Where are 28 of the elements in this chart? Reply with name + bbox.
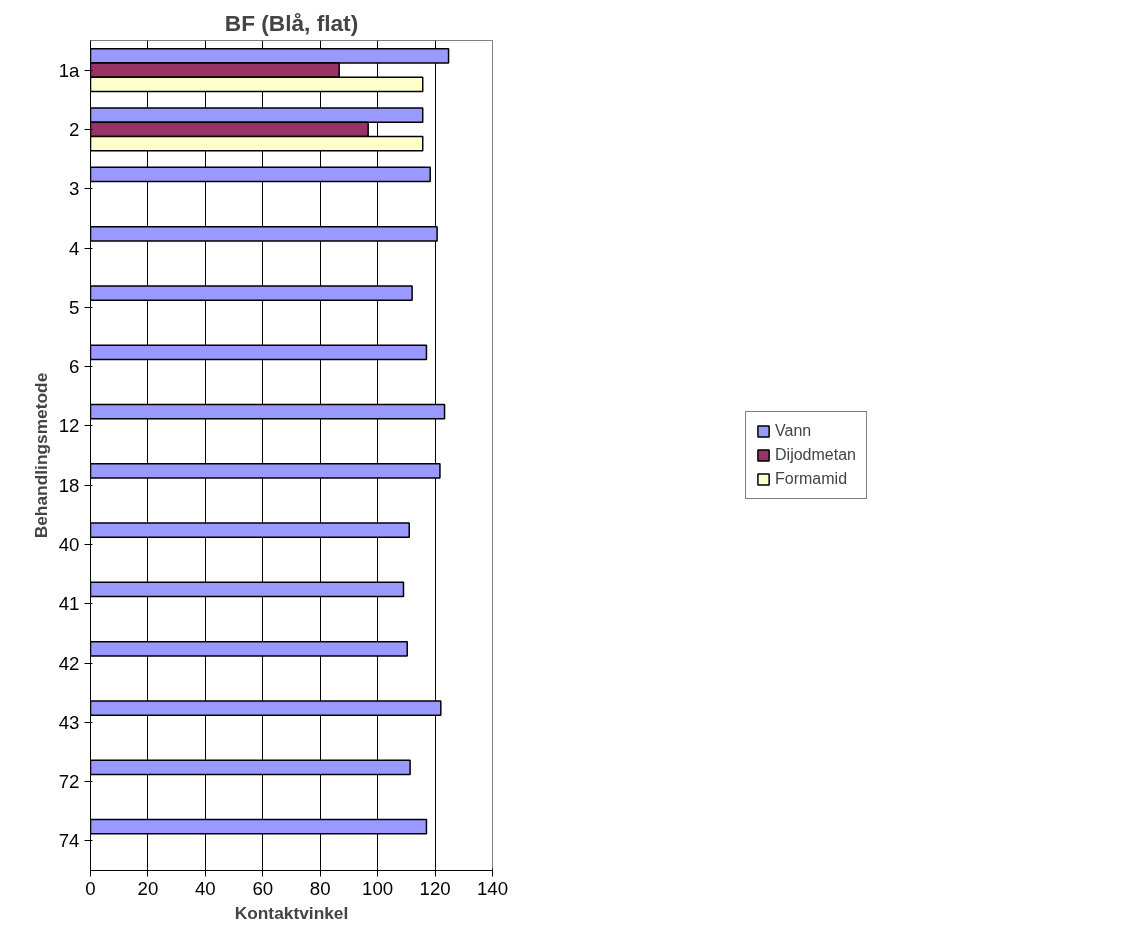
y-tick-label: 5: [69, 296, 80, 318]
y-tick-label: 4: [69, 237, 80, 259]
x-tick-label: 40: [194, 877, 216, 899]
y-tick-label: 42: [58, 652, 80, 674]
y-tick-label: 3: [69, 178, 80, 200]
y-tick-label: 72: [58, 771, 80, 793]
y-tick-label: 18: [58, 474, 80, 496]
y-tick-label: 74: [58, 830, 80, 852]
chart-title: BF (Blå, flat): [224, 9, 359, 36]
x-tick-label: 0: [85, 877, 96, 899]
y-axis-title: Behandlingsmetode: [30, 372, 51, 539]
x-tick-label: 120: [419, 877, 451, 899]
x-axis-title: Kontaktvinkel: [234, 902, 349, 923]
legend-label: Dijodmetan: [775, 446, 856, 464]
x-tick-label: 80: [309, 877, 331, 899]
y-tick-label: 12: [58, 415, 80, 437]
x-tick-label: 100: [362, 877, 394, 899]
legend-label: Vann: [775, 422, 812, 440]
y-tick-label: 43: [58, 711, 80, 733]
y-tick-label: 40: [58, 533, 80, 555]
y-tick-label: 1a: [58, 59, 81, 81]
x-tick-label: 20: [137, 877, 159, 899]
legend-label: Formamid: [775, 470, 848, 488]
x-tick-label: 140: [476, 877, 509, 899]
y-tick-label: 2: [69, 118, 80, 140]
x-tick-label: 60: [252, 877, 274, 899]
y-tick-label: 6: [69, 356, 80, 378]
y-tick-label: 41: [58, 593, 80, 615]
